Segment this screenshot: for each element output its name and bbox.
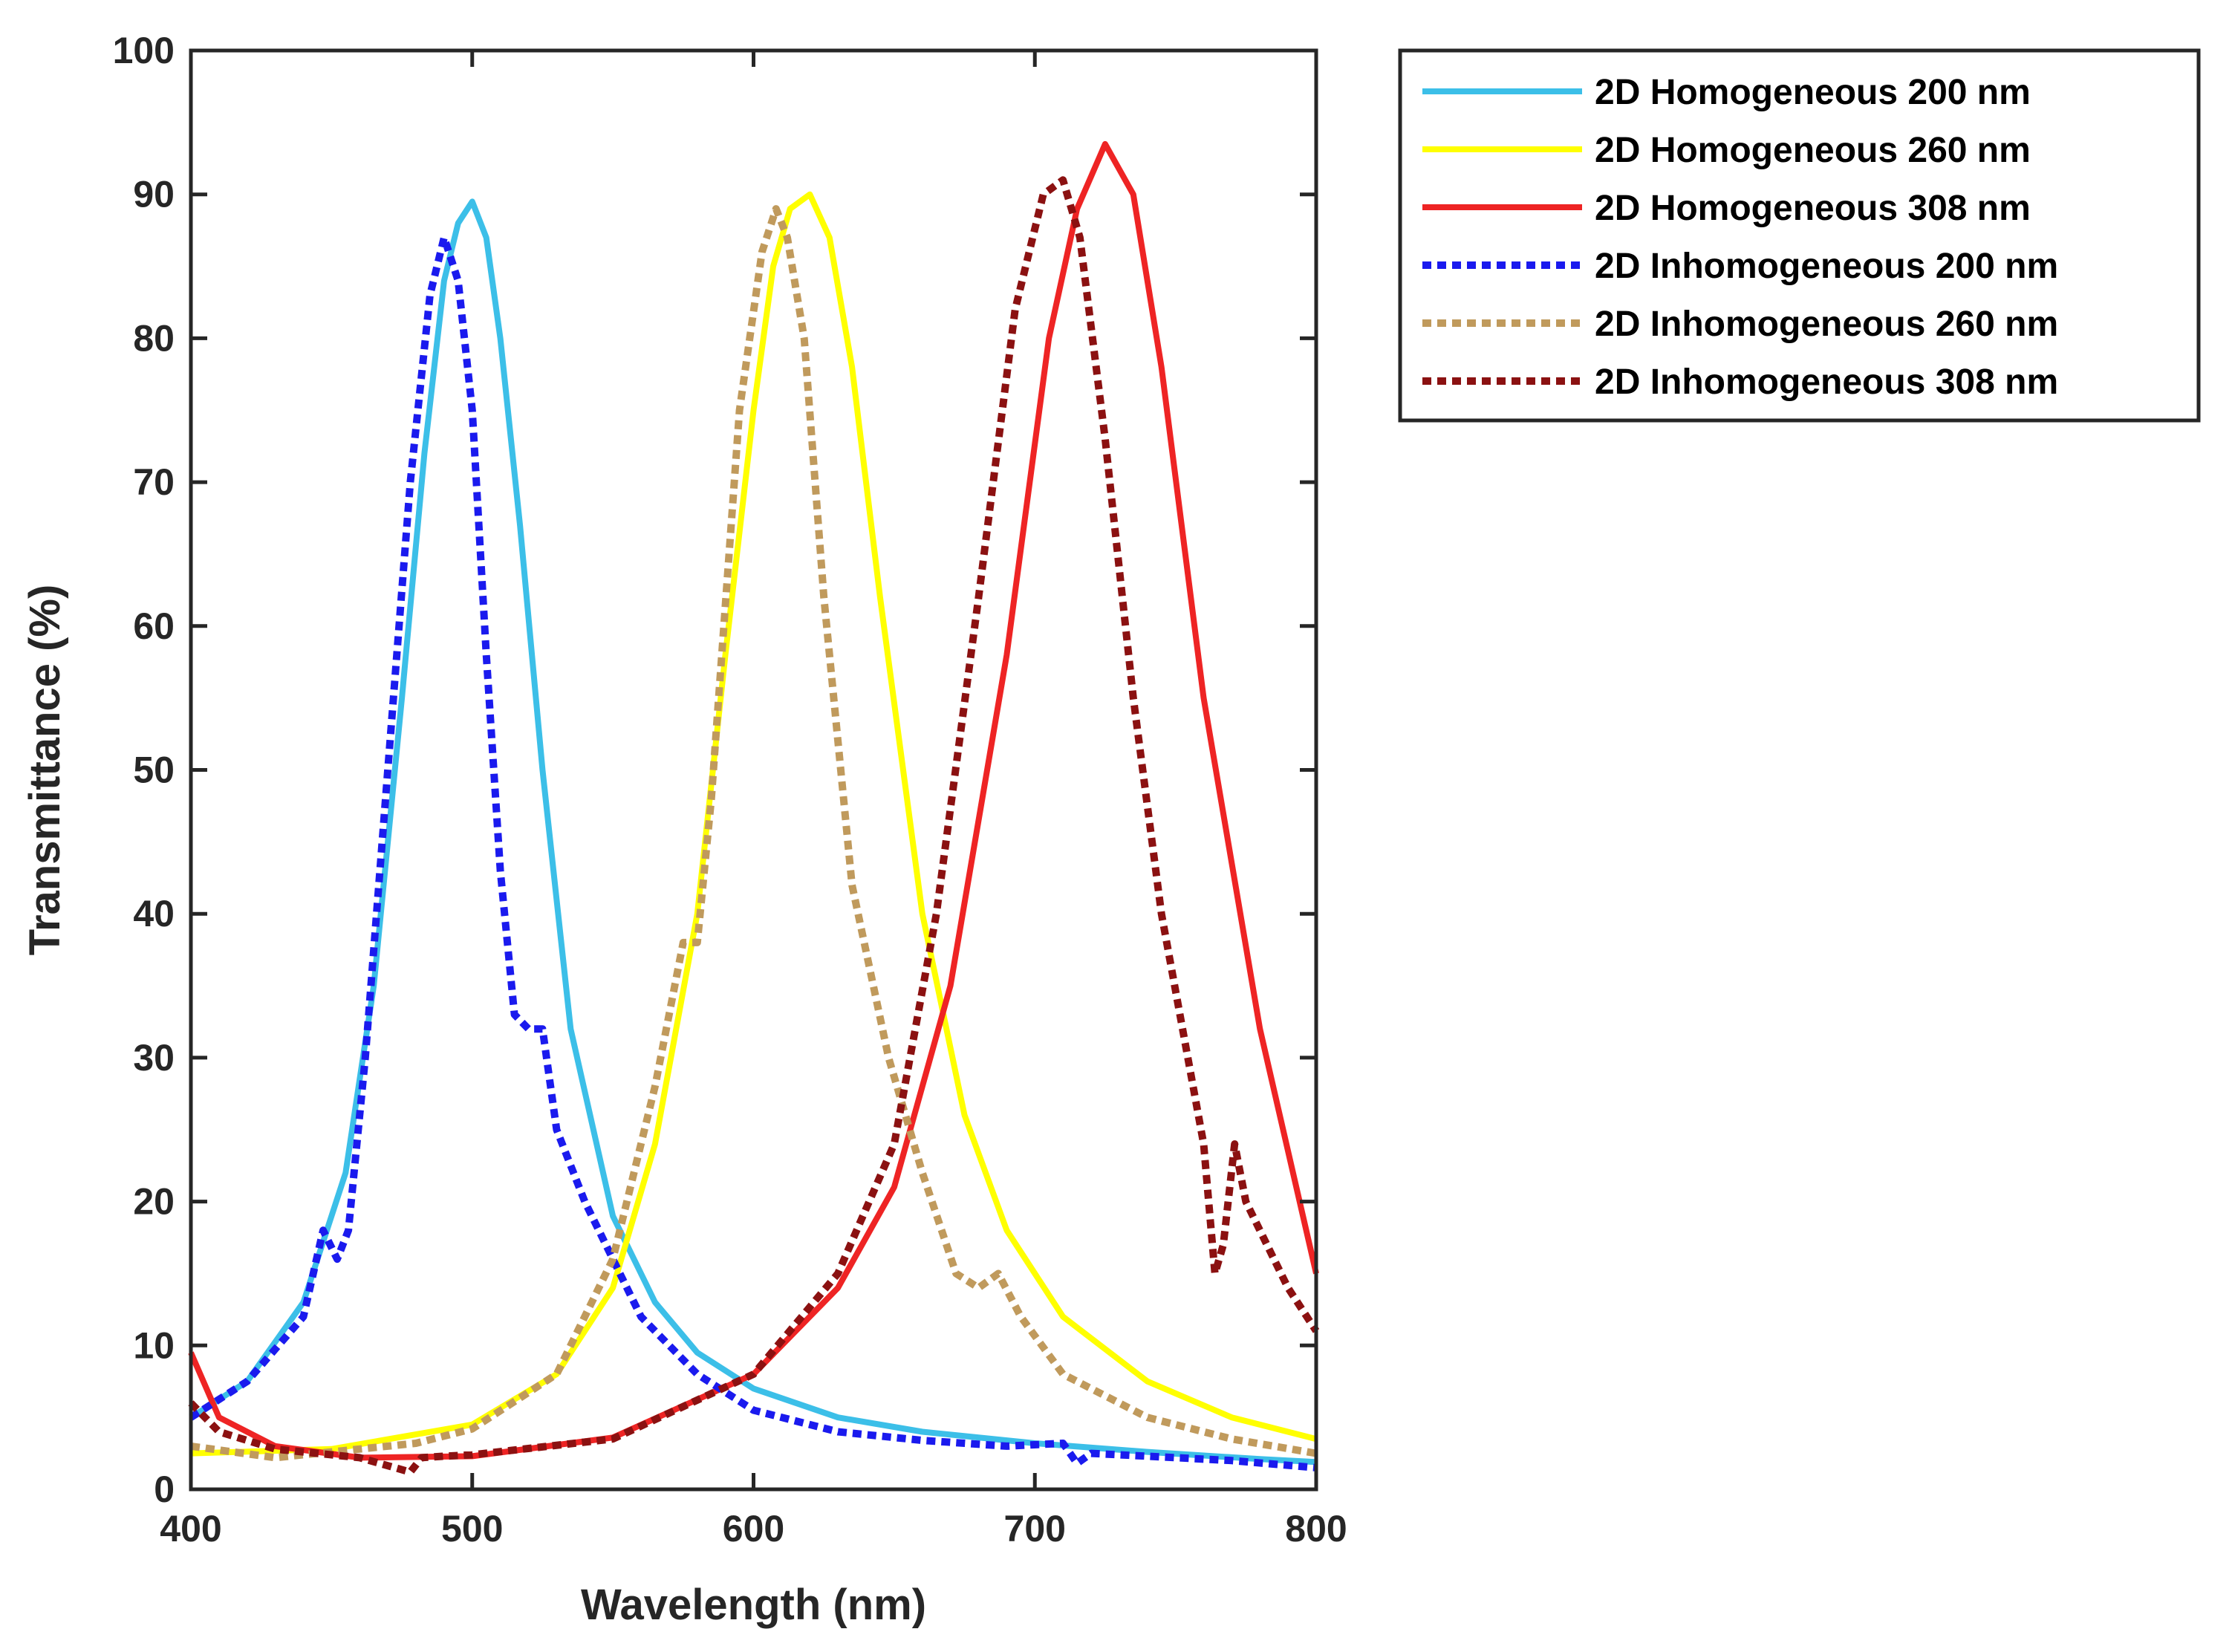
y-tick-label: 60 <box>133 605 175 647</box>
tick-layer: 400 500 600 700 800 0 10 20 30 40 50 60 70 80 90 100 <box>113 30 1347 1549</box>
legend-label-3: 2D Homogeneous 308 nm <box>1595 189 2031 228</box>
series-line-5 <box>190 205 1317 1462</box>
x-axis-title: Wavelength (nm) <box>581 1581 926 1629</box>
legend-label-1: 2D Homogeneous 200 nm <box>1595 73 2031 112</box>
series-line-2 <box>190 191 1317 1457</box>
series-layer <box>188 140 1320 1476</box>
legend-label-4: 2D Inhomogeneous 200 nm <box>1595 247 2058 286</box>
x-tick-label: 500 <box>441 1508 503 1549</box>
y-tick-label: 80 <box>133 317 175 359</box>
x-tick-label: 700 <box>1004 1508 1066 1549</box>
y-tick-label: 70 <box>133 461 175 503</box>
y-tick-label: 40 <box>133 893 175 934</box>
series-line-4 <box>189 233 1317 1471</box>
legend-box <box>1398 48 2201 423</box>
legend: 2D Homogeneous 200 nm 2D Homogeneous 260 … <box>1398 48 2201 423</box>
x-tick-label: 800 <box>1285 1508 1347 1549</box>
y-tick-label: 50 <box>133 749 175 791</box>
y-tick-label: 0 <box>154 1469 175 1510</box>
y-tick-label: 10 <box>133 1324 175 1366</box>
y-tick-label: 90 <box>133 174 175 215</box>
series-line-6 <box>188 176 1320 1476</box>
legend-label-2: 2D Homogeneous 260 nm <box>1595 131 2031 170</box>
x-tick-label: 400 <box>160 1508 221 1549</box>
y-tick-label: 20 <box>133 1181 175 1223</box>
legend-label-6: 2D Inhomogeneous 308 nm <box>1595 362 2058 402</box>
y-axis-title: Transmittance (%) <box>21 585 69 956</box>
y-tick-label: 30 <box>133 1037 175 1079</box>
legend-label-5: 2D Inhomogeneous 260 nm <box>1595 305 2058 344</box>
y-tick-label: 100 <box>113 30 175 71</box>
x-tick-label: 600 <box>723 1508 784 1549</box>
